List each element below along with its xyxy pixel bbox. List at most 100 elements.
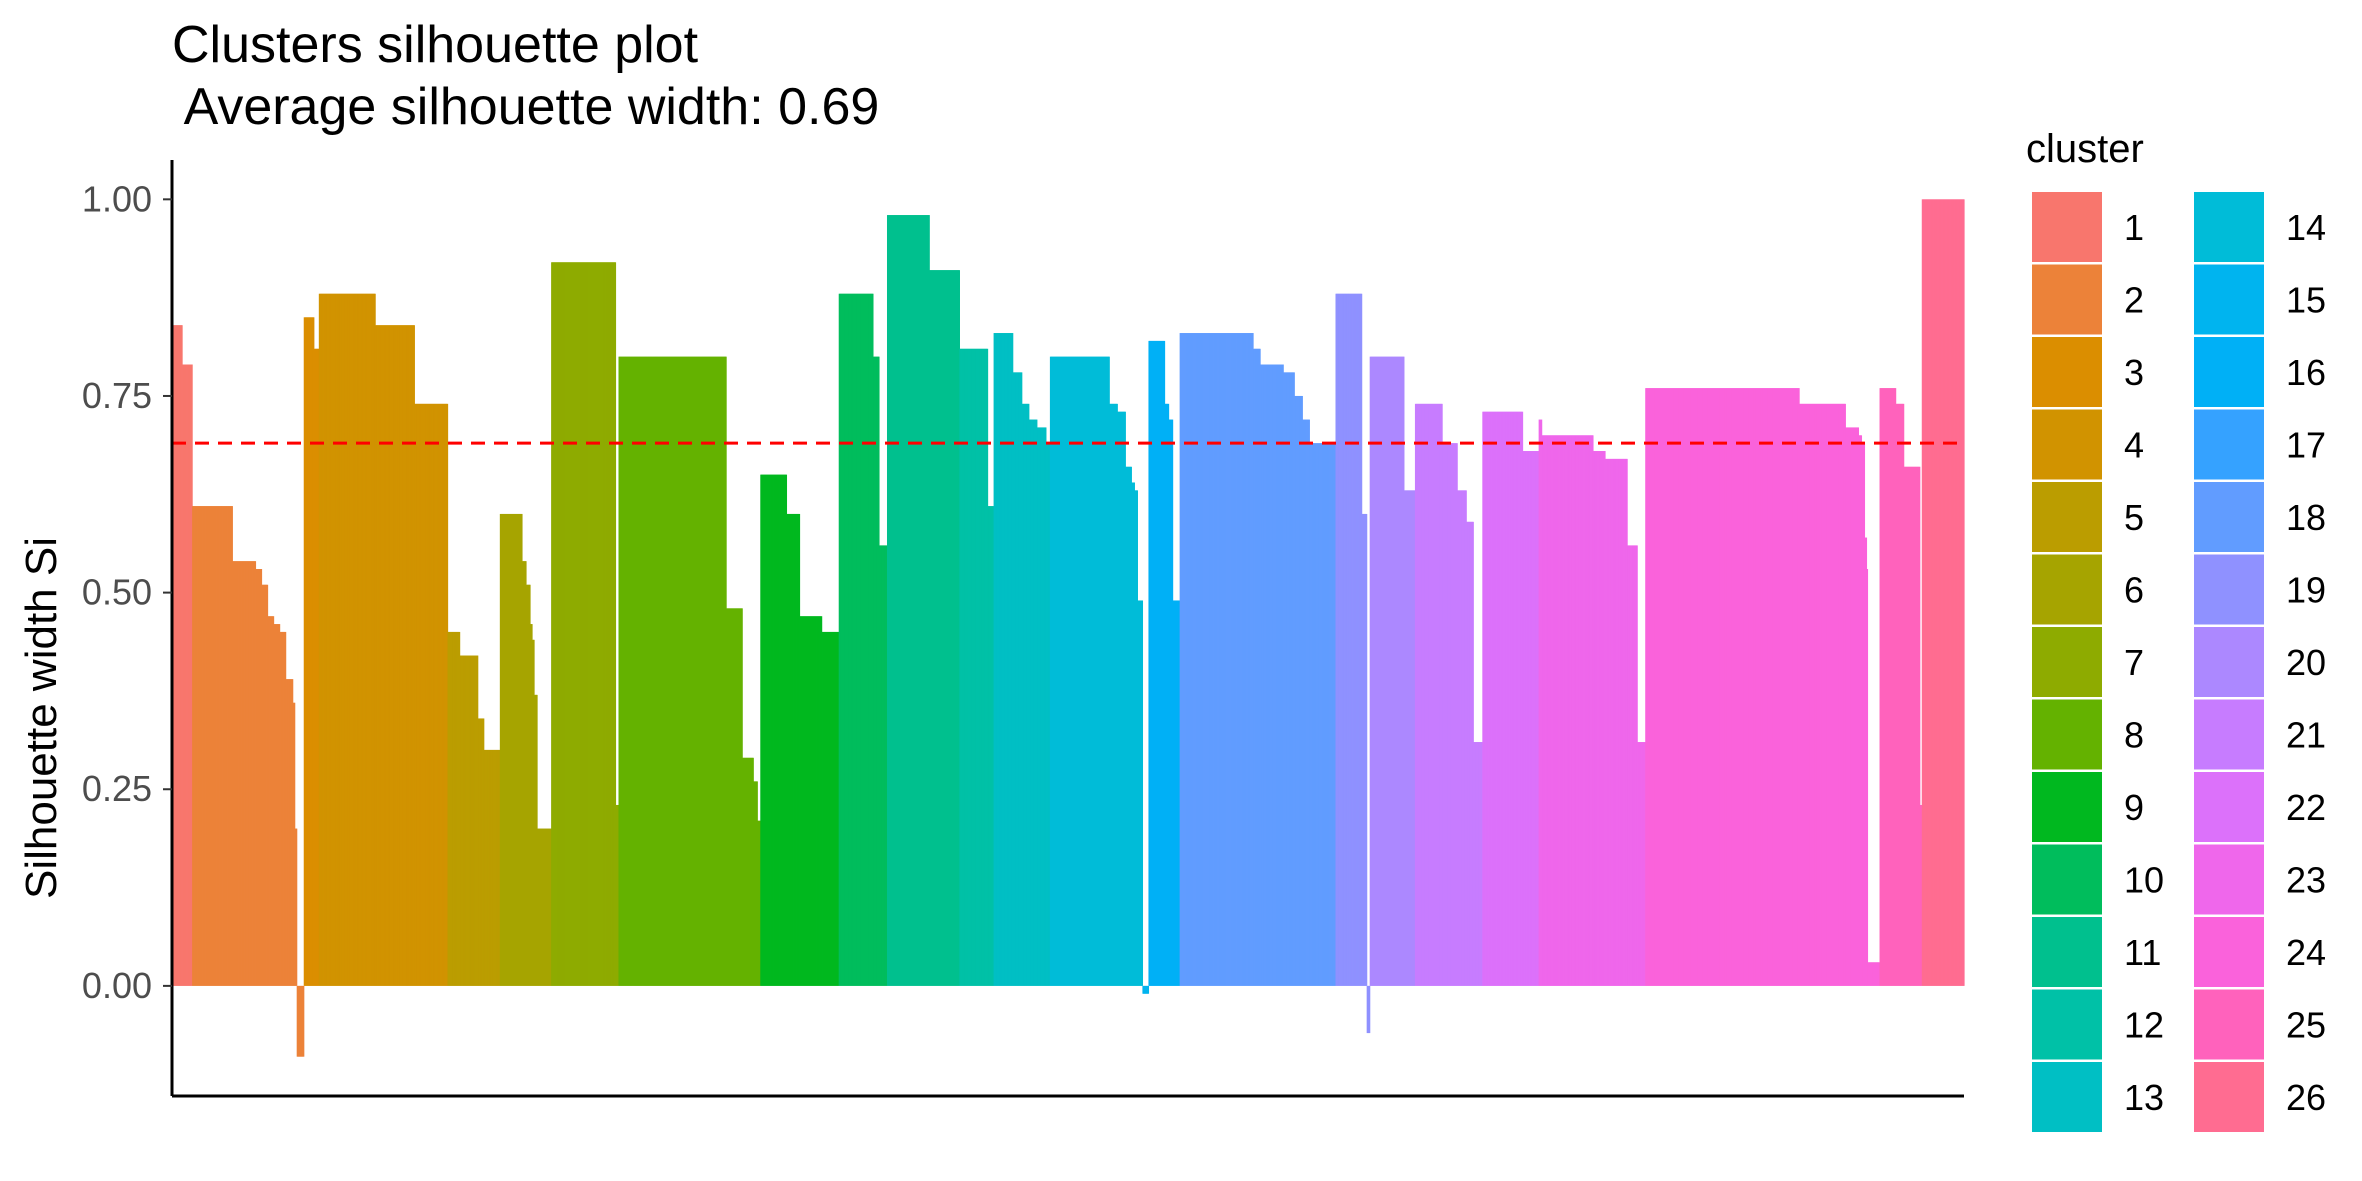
bar-cluster-6 xyxy=(505,513,508,986)
bar-cluster-4 xyxy=(403,325,405,986)
bar-cluster-24 xyxy=(1822,403,1824,986)
bar-cluster-14 xyxy=(1094,356,1096,986)
bar-cluster-18 xyxy=(1293,372,1295,986)
bar-cluster-12 xyxy=(973,348,976,986)
bar-cluster-23 xyxy=(1607,458,1609,986)
bar-cluster-10 xyxy=(864,293,867,986)
bar-cluster-6 xyxy=(534,694,536,986)
bar-cluster-21 xyxy=(1441,403,1443,986)
bar-cluster-10 xyxy=(854,293,857,986)
bar-cluster-10 xyxy=(866,293,869,986)
bar-cluster-18 xyxy=(1209,333,1212,986)
bar-cluster-2 xyxy=(206,506,208,986)
bar-cluster-24 xyxy=(1832,403,1834,986)
bar-cluster-11 xyxy=(898,215,900,986)
bar-cluster-7 xyxy=(582,262,584,986)
bar-cluster-24 xyxy=(1708,388,1711,986)
bar-cluster-6 xyxy=(516,513,519,986)
bar-cluster-9 xyxy=(789,513,792,986)
bar-cluster-24 xyxy=(1726,388,1729,986)
bar-cluster-7 xyxy=(560,262,562,986)
bar-cluster-10 xyxy=(873,356,876,986)
bar-cluster-2 xyxy=(222,506,224,986)
bar-cluster-24 xyxy=(1778,388,1781,986)
bar-cluster-7 xyxy=(562,262,564,986)
bar-cluster-2 xyxy=(291,679,294,986)
bar-cluster-24 xyxy=(1653,388,1655,986)
bar-cluster-26 xyxy=(1948,199,1951,986)
bar-cluster-23 xyxy=(1587,435,1590,986)
bar-cluster-4 xyxy=(417,403,419,986)
bar-cluster-24 xyxy=(1746,388,1749,986)
bar-cluster-24 xyxy=(1857,427,1860,986)
bar-cluster-24 xyxy=(1664,388,1666,986)
bar-cluster-6 xyxy=(542,828,544,986)
bar-cluster-8 xyxy=(721,356,723,986)
bar-cluster-18 xyxy=(1223,333,1226,986)
bar-cluster-11 xyxy=(945,270,947,986)
bar-cluster-6 xyxy=(533,639,535,986)
bar-cluster-21 xyxy=(1438,403,1440,986)
bar-cluster-20 xyxy=(1398,356,1401,986)
bar-cluster-24 xyxy=(1848,427,1850,986)
chart-subtitle: Average silhouette width: 0.69 xyxy=(172,78,879,136)
bar-cluster-24 xyxy=(1877,962,1880,986)
bar-cluster-24 xyxy=(1839,403,1841,986)
bar-cluster-18 xyxy=(1248,333,1250,986)
bar-cluster-23 xyxy=(1552,435,1555,986)
bar-cluster-24 xyxy=(1818,403,1820,986)
bar-cluster-20 xyxy=(1389,356,1392,986)
bar-cluster-8 xyxy=(756,781,758,986)
bar-cluster-5 xyxy=(490,749,493,986)
bar-cluster-9 xyxy=(815,616,818,986)
bar-cluster-22 xyxy=(1516,411,1519,986)
bar-cluster-21 xyxy=(1446,443,1448,986)
bar-cluster-18 xyxy=(1269,364,1271,986)
bar-cluster-24 xyxy=(1774,388,1777,986)
bar-cluster-23 xyxy=(1628,545,1630,986)
bar-cluster-4 xyxy=(446,403,449,986)
bar-cluster-18 xyxy=(1272,364,1274,986)
bar-cluster-21 xyxy=(1422,403,1425,986)
bar-cluster-1 xyxy=(180,325,182,986)
bar-cluster-24 xyxy=(1710,388,1713,986)
bar-cluster-8 xyxy=(733,608,735,986)
bar-cluster-12 xyxy=(967,348,970,986)
bar-cluster-6 xyxy=(506,513,509,986)
bar-cluster-8 xyxy=(738,608,740,986)
bar-cluster-2 xyxy=(287,679,290,986)
bar-cluster-5 xyxy=(468,655,471,986)
bar-cluster-24 xyxy=(1813,403,1815,986)
bar-cluster-23 xyxy=(1558,435,1561,986)
bar-cluster-24 xyxy=(1757,388,1760,986)
bar-cluster-19 xyxy=(1349,293,1352,986)
bar-cluster-23 xyxy=(1615,458,1617,986)
bar-cluster-14 xyxy=(1106,356,1108,986)
bar-cluster-8 xyxy=(644,356,647,986)
bar-cluster-24 xyxy=(1729,388,1732,986)
bar-cluster-19 xyxy=(1348,293,1351,986)
bar-cluster-11 xyxy=(908,215,910,986)
bar-cluster-22 xyxy=(1523,451,1526,986)
bar-cluster-22 xyxy=(1502,411,1505,986)
bar-cluster-2 xyxy=(292,702,295,986)
bar-cluster-4 xyxy=(346,293,349,986)
bar-cluster-2 xyxy=(216,506,218,986)
bar-cluster-7 xyxy=(552,262,554,986)
bar-cluster-20 xyxy=(1370,356,1373,986)
bar-cluster-2 xyxy=(263,584,266,986)
legend-label-4: 4 xyxy=(2124,425,2144,466)
legend-label-22: 22 xyxy=(2286,787,2326,828)
bar-cluster-8 xyxy=(637,356,640,986)
legend-label-8: 8 xyxy=(2124,715,2144,756)
bar-cluster-18 xyxy=(1318,443,1321,986)
bar-cluster-12 xyxy=(984,348,987,986)
bar-cluster-4 xyxy=(337,293,340,986)
bar-cluster-24 xyxy=(1843,403,1845,986)
bar-cluster-18 xyxy=(1188,333,1191,986)
bar-cluster-3 xyxy=(303,317,306,986)
bar-cluster-14 xyxy=(1103,356,1105,986)
bar-cluster-9 xyxy=(768,474,770,986)
bar-cluster-25 xyxy=(1885,388,1888,986)
bar-cluster-8 xyxy=(619,356,622,986)
